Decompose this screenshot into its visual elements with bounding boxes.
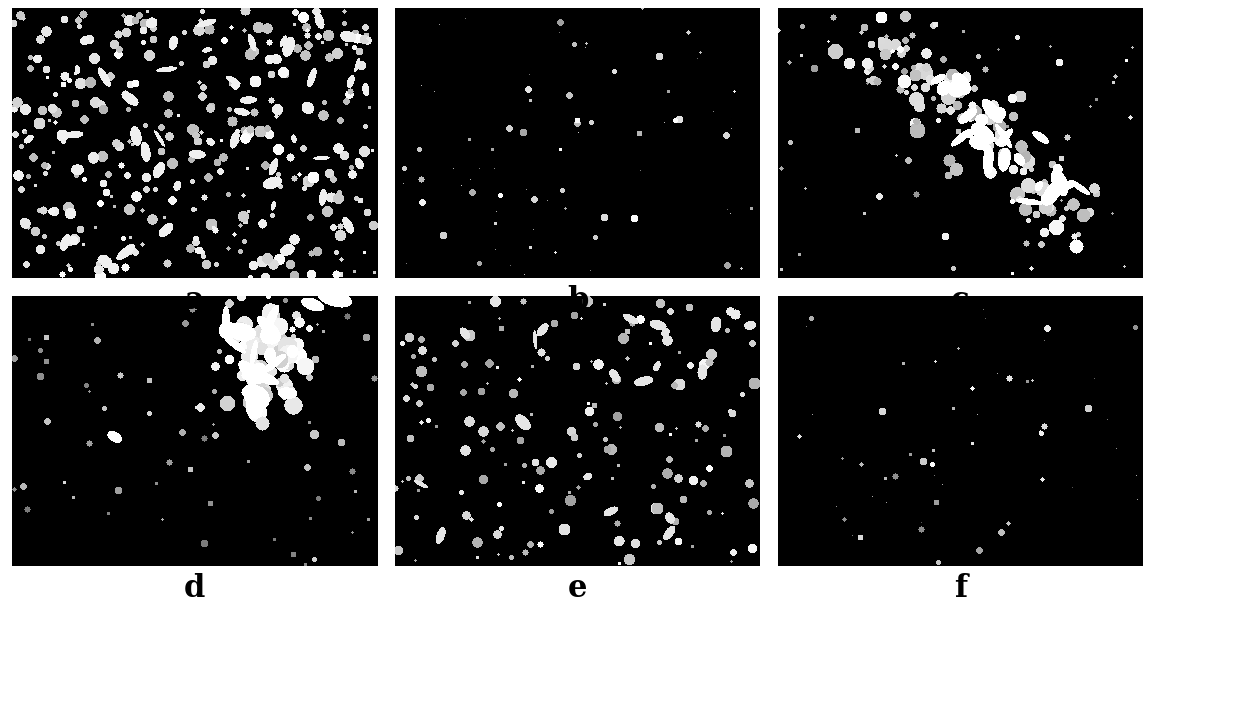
Text: f: f: [954, 573, 967, 604]
Text: d: d: [184, 573, 205, 604]
Text: a: a: [185, 285, 205, 316]
Text: e: e: [568, 573, 588, 604]
Text: c: c: [951, 285, 970, 316]
Text: b: b: [567, 285, 588, 316]
